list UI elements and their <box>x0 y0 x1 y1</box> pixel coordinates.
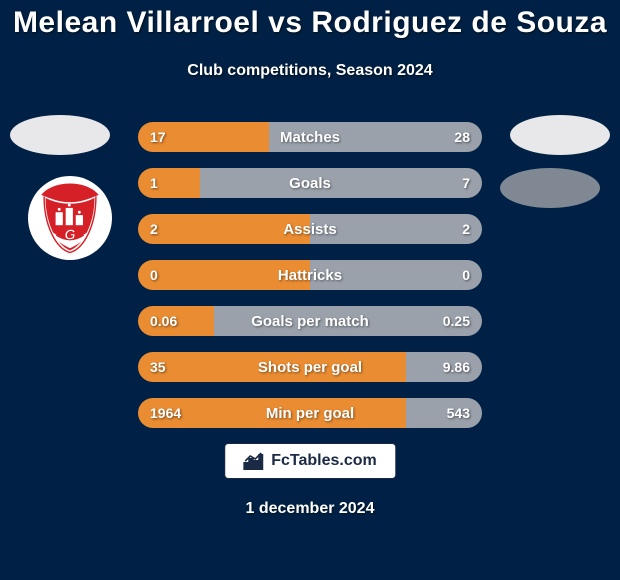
stat-row: Matches17 28 <box>138 122 482 152</box>
stat-value-left: 1964 <box>138 398 193 428</box>
stat-label: Assists <box>138 214 482 244</box>
stat-label: Goals <box>138 168 482 198</box>
stat-value-right: 9.86 <box>431 352 482 382</box>
stat-row: Goals1 7 <box>138 168 482 198</box>
stat-row: Shots per goal359.86 <box>138 352 482 382</box>
footer-date: 1 december 2024 <box>0 500 620 518</box>
player-right-avatar-placeholder <box>510 115 610 155</box>
stat-value-right: 0 <box>450 260 482 290</box>
stat-value-left: 2 <box>138 214 170 244</box>
stat-label: Matches <box>138 122 482 152</box>
comparison-card: Melean Villarroel vs Rodriguez de Souza … <box>0 0 620 580</box>
stat-row: Assists2 2 <box>138 214 482 244</box>
club-left-logo-svg: G <box>34 182 106 254</box>
svg-text:G: G <box>64 228 75 244</box>
stat-value-right: 7 <box>450 168 482 198</box>
stats-bars: Matches1728Goals17Assists22Hattricks00Go… <box>138 122 482 444</box>
stat-value-left: 0 <box>138 260 170 290</box>
stat-value-right: 0.25 <box>431 306 482 336</box>
brand-pill[interactable]: FcTables.com <box>224 443 396 479</box>
club-right-logo-placeholder <box>500 168 600 208</box>
stat-row: Hattricks0 0 <box>138 260 482 290</box>
stat-value-left: 35 <box>138 352 178 382</box>
stat-value-right: 543 <box>435 398 482 428</box>
brand-label: FcTables.com <box>271 452 377 470</box>
stat-value-right: 28 <box>442 122 482 152</box>
stat-value-right: 2 <box>450 214 482 244</box>
stat-row: Goals per match0.060.25 <box>138 306 482 336</box>
player-left-avatar-placeholder <box>10 115 110 155</box>
brand-icon <box>243 452 263 470</box>
club-left-logo: G <box>28 176 112 260</box>
stat-label: Hattricks <box>138 260 482 290</box>
stat-value-left: 17 <box>138 122 178 152</box>
stat-value-left: 0.06 <box>138 306 189 336</box>
stat-row: Min per goal1964543 <box>138 398 482 428</box>
page-title: Melean Villarroel vs Rodriguez de Souza <box>0 6 620 40</box>
stat-value-left: 1 <box>138 168 170 198</box>
page-subtitle: Club competitions, Season 2024 <box>0 62 620 80</box>
